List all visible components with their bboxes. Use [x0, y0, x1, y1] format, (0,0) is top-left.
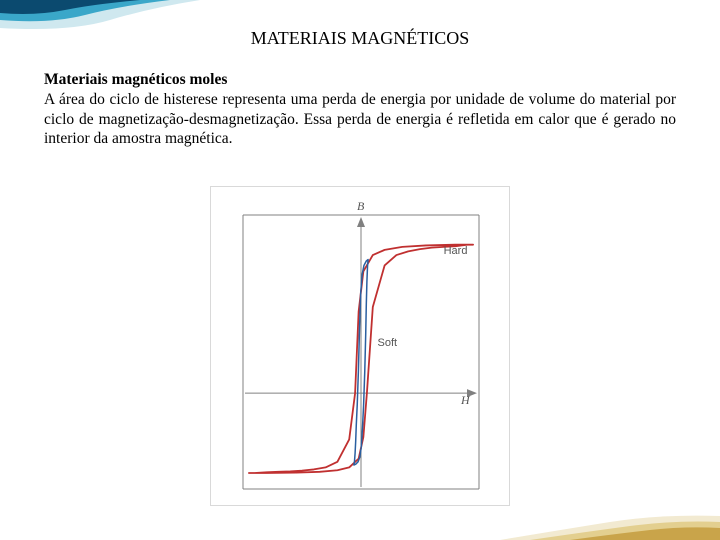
decor-bottom: [500, 504, 720, 540]
paragraph: A área do ciclo de histerese representa …: [44, 91, 676, 148]
x-axis-label: H: [461, 393, 470, 408]
slide-title: MATERIAIS MAGNÉTICOS: [0, 28, 720, 49]
hysteresis-figure: B H Hard Soft: [210, 186, 510, 506]
decor-bottom-layer2: [530, 522, 720, 540]
label-soft: Soft: [378, 337, 398, 349]
decor-bottom-layer3: [570, 527, 720, 540]
y-axis-label: B: [357, 199, 364, 214]
subheading: Materiais magnéticos moles: [44, 70, 676, 90]
decor-top-layer2: [0, 0, 170, 21]
decor-top-layer1: [0, 0, 200, 29]
plot-svg: [223, 197, 499, 497]
slide: MATERIAIS MAGNÉTICOS Materiais magnético…: [0, 0, 720, 540]
body-text: Materiais magnéticos moles A área do cic…: [44, 70, 676, 149]
label-hard: Hard: [444, 245, 468, 257]
decor-top-layer3: [0, 0, 140, 14]
plot-area: B H Hard Soft: [223, 197, 499, 497]
decor-bottom-layer1: [500, 516, 720, 540]
